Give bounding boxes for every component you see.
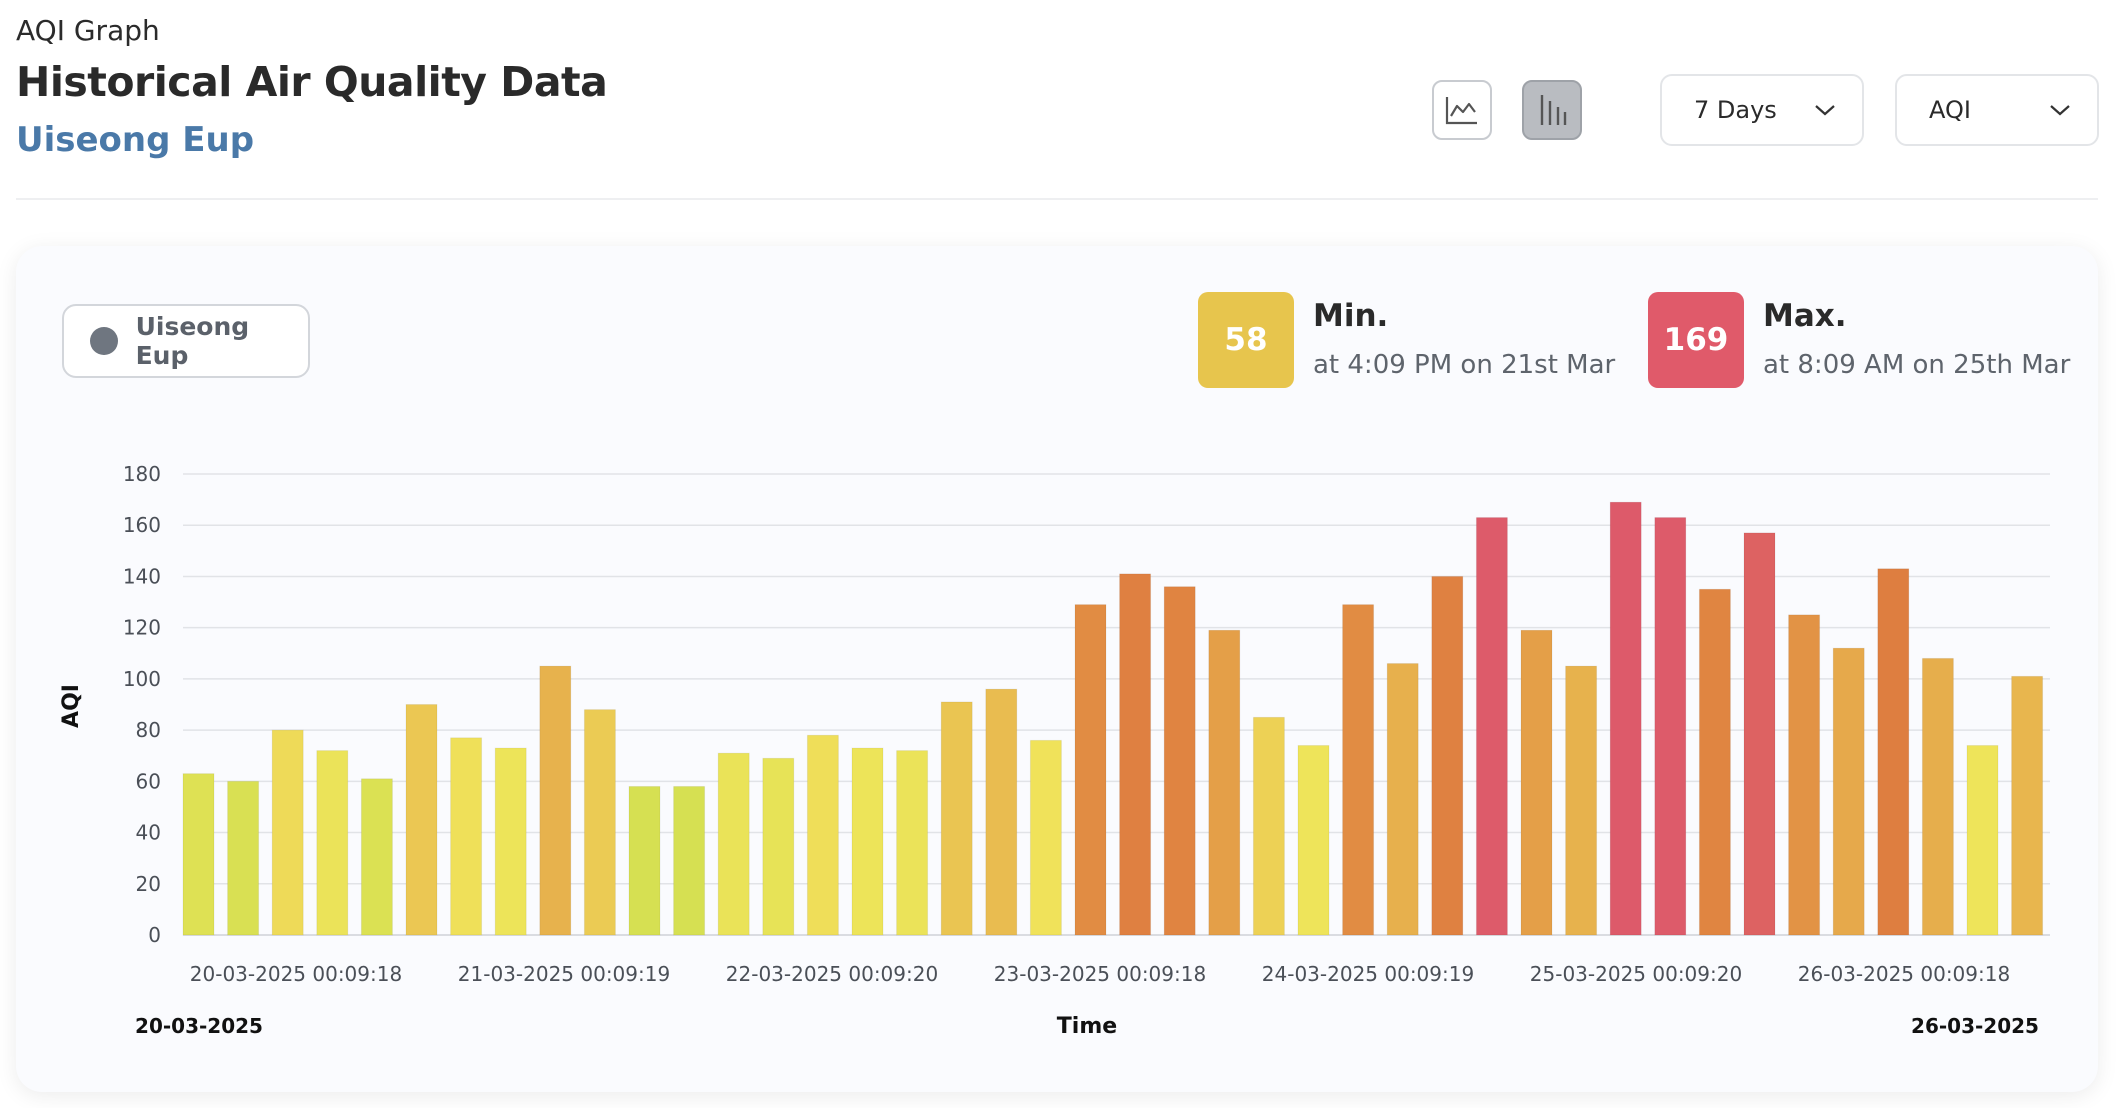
y-tick-label: 120 xyxy=(123,616,161,640)
x-axis-title: Time xyxy=(1057,1014,1117,1039)
y-tick-label: 80 xyxy=(136,718,161,742)
aqi-bar[interactable] xyxy=(539,665,572,936)
aqi-bar[interactable] xyxy=(628,785,661,936)
line-chart-button[interactable] xyxy=(1432,80,1492,140)
aqi-bar[interactable] xyxy=(360,778,393,936)
aqi-bar[interactable] xyxy=(1698,588,1731,936)
aqi-bar[interactable] xyxy=(1431,575,1464,936)
aqi-bar[interactable] xyxy=(1832,647,1865,936)
aqi-bar[interactable] xyxy=(1475,517,1508,936)
x-tick-label: 22-03-2025 00:09:20 xyxy=(726,962,938,986)
metric-dropdown[interactable]: AQI xyxy=(1895,74,2099,146)
header-divider xyxy=(16,198,2098,200)
chart-card: Uiseong Eup 58 Min. at 4:09 PM on 21st M… xyxy=(16,246,2098,1092)
aqi-bar[interactable] xyxy=(227,780,260,936)
aqi-bar[interactable] xyxy=(985,688,1018,936)
aqi-bar[interactable] xyxy=(450,737,483,936)
aqi-bar[interactable] xyxy=(1297,744,1330,936)
min-value-badge: 58 xyxy=(1198,292,1294,388)
bar-chart-button[interactable] xyxy=(1522,80,1582,140)
chart-bars xyxy=(182,501,2044,936)
aqi-bar[interactable] xyxy=(1565,665,1598,936)
aqi-bar[interactable] xyxy=(806,734,839,936)
line-chart-icon xyxy=(1445,97,1477,125)
start-date-label: 20-03-2025 xyxy=(135,1014,263,1038)
aqi-bar[interactable] xyxy=(717,752,750,936)
aqi-bar[interactable] xyxy=(1788,614,1821,936)
aqi-bar[interactable] xyxy=(583,709,616,936)
aqi-bar[interactable] xyxy=(673,785,706,936)
aqi-bar[interactable] xyxy=(1921,657,1954,936)
y-tick-label: 180 xyxy=(123,462,161,486)
aqi-bar[interactable] xyxy=(1342,604,1375,936)
y-tick-label: 60 xyxy=(136,769,161,793)
aqi-bar[interactable] xyxy=(182,773,215,936)
x-tick-label: 21-03-2025 00:09:19 xyxy=(458,962,670,986)
y-tick-label: 40 xyxy=(136,821,161,845)
y-tick-label: 100 xyxy=(123,667,161,691)
max-label: Max. xyxy=(1763,298,1847,334)
aqi-bar[interactable] xyxy=(405,704,438,936)
aqi-bar[interactable] xyxy=(1520,629,1553,936)
aqi-bar[interactable] xyxy=(1966,744,1999,936)
metric-label: AQI xyxy=(1929,96,1971,124)
y-axis-ticks: 0 20 40 60 80 100 120 140 160 180 xyxy=(123,462,161,947)
legend-label: Uiseong Eup xyxy=(135,312,250,370)
graph-overline: AQI Graph xyxy=(16,14,160,47)
bar-chart-icon xyxy=(1540,95,1567,125)
aqi-bar[interactable] xyxy=(1386,663,1419,936)
location-name: Uiseong Eup xyxy=(16,120,255,160)
aqi-bar[interactable] xyxy=(1074,604,1107,936)
min-timestamp: at 4:09 PM on 21st Mar xyxy=(1313,350,1616,380)
x-tick-label: 20-03-2025 00:09:18 xyxy=(190,962,402,986)
max-value-badge: 169 xyxy=(1648,292,1744,388)
aqi-bar[interactable] xyxy=(1119,573,1152,936)
y-axis-title: AQI xyxy=(59,684,84,728)
aqi-bar[interactable] xyxy=(1743,532,1776,936)
chevron-down-icon xyxy=(2050,105,2070,116)
x-axis-ticks: 20-03-2025 00:09:18 21-03-2025 00:09:19 22… xyxy=(190,962,2010,986)
aqi-bar[interactable] xyxy=(2011,675,2044,936)
aqi-bar[interactable] xyxy=(1609,501,1642,936)
aqi-bar[interactable] xyxy=(940,701,973,936)
end-date-label: 26-03-2025 xyxy=(1911,1014,2039,1038)
aqi-bar[interactable] xyxy=(1877,568,1910,936)
legend-dot-icon xyxy=(90,327,118,355)
x-tick-label: 24-03-2025 00:09:19 xyxy=(1262,962,1474,986)
time-range-label: 7 Days xyxy=(1694,96,1777,124)
y-tick-label: 140 xyxy=(123,564,161,588)
page-title: Historical Air Quality Data xyxy=(16,58,608,106)
aqi-bar[interactable] xyxy=(494,747,527,936)
series-legend-toggle[interactable]: Uiseong Eup xyxy=(62,304,310,378)
max-timestamp: at 8:09 AM on 25th Mar xyxy=(1763,350,2071,380)
x-tick-label: 25-03-2025 00:09:20 xyxy=(1530,962,1742,986)
chevron-down-icon xyxy=(1815,105,1835,116)
y-tick-label: 160 xyxy=(123,513,161,537)
aqi-bar[interactable] xyxy=(1163,586,1196,936)
chart-grid xyxy=(183,473,2050,936)
y-tick-label: 0 xyxy=(148,923,161,947)
aqi-bar[interactable] xyxy=(1208,629,1241,936)
aqi-bar[interactable] xyxy=(1029,739,1062,936)
aqi-bar[interactable] xyxy=(762,757,795,936)
aqi-bar-chart: 0 20 40 60 80 100 120 140 160 180 20-03-2025 00:0… xyxy=(59,462,2050,1039)
y-tick-label: 20 xyxy=(136,872,161,896)
aqi-bar[interactable] xyxy=(271,729,304,936)
x-tick-label: 23-03-2025 00:09:18 xyxy=(994,962,1206,986)
min-label: Min. xyxy=(1313,298,1389,334)
time-range-dropdown[interactable]: 7 Days xyxy=(1660,74,1864,146)
aqi-bar[interactable] xyxy=(851,747,884,936)
aqi-bar[interactable] xyxy=(1252,716,1285,936)
x-tick-label: 26-03-2025 00:09:18 xyxy=(1798,962,2010,986)
aqi-bar[interactable] xyxy=(316,750,349,936)
aqi-bar[interactable] xyxy=(896,750,929,936)
aqi-bar[interactable] xyxy=(1654,517,1687,936)
